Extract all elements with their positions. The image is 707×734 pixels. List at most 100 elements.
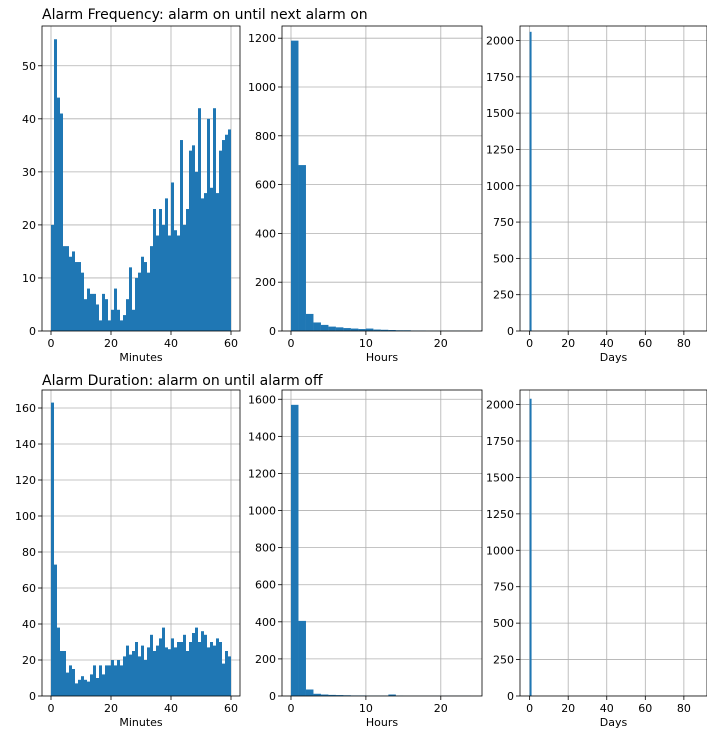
histogram-bar xyxy=(298,620,306,696)
y-tick-label: 40 xyxy=(22,618,36,631)
histogram-bar xyxy=(298,165,306,331)
histogram-bar xyxy=(168,649,171,696)
histogram-bar xyxy=(222,663,225,696)
histogram-bar xyxy=(90,674,93,696)
histogram-bar xyxy=(75,683,78,696)
x-tick-label: 0 xyxy=(287,702,294,715)
histogram-bar xyxy=(63,651,66,696)
histogram-bar xyxy=(132,309,135,331)
histogram-bar xyxy=(111,660,114,696)
histogram-bar xyxy=(135,277,138,331)
histogram-bar xyxy=(150,634,153,696)
histogram-bar xyxy=(99,320,102,331)
y-tick-label: 1250 xyxy=(486,508,514,521)
x-tick-label: 10 xyxy=(359,337,373,350)
histogram-bar xyxy=(120,665,123,696)
histogram-bar xyxy=(343,328,351,331)
y-tick-label: 1250 xyxy=(486,143,514,156)
axes-frame xyxy=(41,389,241,697)
x-tick-label: 40 xyxy=(164,702,178,715)
y-tick-label: 0 xyxy=(269,690,276,703)
histogram-bar xyxy=(105,665,108,696)
histogram-bar xyxy=(313,322,321,331)
y-tick-label: 800 xyxy=(255,130,276,143)
histogram-bar xyxy=(328,326,336,331)
histogram-bar xyxy=(171,638,174,696)
histogram-bar xyxy=(222,140,225,331)
histogram-bar xyxy=(60,113,63,331)
histogram-bar xyxy=(126,645,129,696)
histogram-bar xyxy=(87,288,90,331)
histogram-bar xyxy=(195,627,198,696)
histogram-bar xyxy=(290,404,299,696)
histogram-bar xyxy=(219,150,222,331)
histogram-bar xyxy=(144,262,147,331)
panel-frequency-days: 0 20 40 60 80 0 250 500 750 1000 1250 1500 1750 2000 D… xyxy=(486,25,707,364)
histogram-bar xyxy=(57,97,60,331)
axes-frame xyxy=(519,389,707,697)
histogram-bar xyxy=(165,647,168,696)
y-tick-label: 60 xyxy=(22,582,36,595)
histogram-bar xyxy=(78,679,81,696)
histogram-bar xyxy=(117,660,120,696)
x-tick-label: 60 xyxy=(638,337,652,350)
histogram-bar xyxy=(111,309,114,331)
histogram-bar xyxy=(81,272,84,331)
bars xyxy=(290,40,471,331)
histogram-bar xyxy=(51,224,54,331)
grid-lines xyxy=(520,26,707,331)
histogram-bar xyxy=(129,267,132,331)
histogram-bar xyxy=(162,627,165,696)
histogram-bar xyxy=(225,134,228,331)
x-tick-label: 40 xyxy=(600,702,614,715)
histogram-bar xyxy=(99,665,102,696)
histogram-bar xyxy=(228,656,231,696)
y-tick-label: 30 xyxy=(22,166,36,179)
y-tick-label: 1000 xyxy=(248,81,276,94)
x-axis-label: Minutes xyxy=(119,351,163,364)
y-tick-label: 600 xyxy=(255,579,276,592)
axes-frame xyxy=(281,389,483,697)
histogram-bar xyxy=(198,642,201,696)
y-tick-label: 1750 xyxy=(486,435,514,448)
bars xyxy=(51,39,231,331)
y-tick-label: 0 xyxy=(29,690,36,703)
y-tick-label: 1200 xyxy=(248,467,276,480)
x-tick-label: 10 xyxy=(359,702,373,715)
histogram-bar xyxy=(320,694,329,696)
y-tick-label: 400 xyxy=(255,616,276,629)
x-tick-label: 20 xyxy=(561,337,575,350)
x-tick-label: 20 xyxy=(104,702,118,715)
histogram-bar xyxy=(66,246,69,331)
histogram-bar xyxy=(159,209,162,331)
y-tick-label: 10 xyxy=(22,272,36,285)
histogram-bar xyxy=(75,262,78,331)
histogram-bar xyxy=(213,108,216,331)
y-tick-label: 0 xyxy=(507,325,514,338)
x-tick-label: 20 xyxy=(434,337,448,350)
y-tick-label: 1500 xyxy=(486,107,514,120)
histogram-bar xyxy=(216,193,219,331)
y-tick-label: 200 xyxy=(255,276,276,289)
histogram-bar xyxy=(147,647,150,696)
histogram-bar xyxy=(102,293,105,331)
histogram-bar xyxy=(108,320,111,331)
histogram-bar xyxy=(225,651,228,696)
bars xyxy=(529,31,532,331)
histogram-bar xyxy=(57,627,60,696)
y-tick-label: 20 xyxy=(22,219,36,232)
panel-duration-minutes: 0 20 40 60 0 20 40 60 80 100 120 140 160 Minutes xyxy=(15,389,241,729)
histogram-bar xyxy=(165,198,168,331)
x-tick-label: 80 xyxy=(677,337,691,350)
x-tick-label: 80 xyxy=(677,702,691,715)
histogram-bar xyxy=(108,665,111,696)
histogram-bar xyxy=(147,272,150,331)
grid-lines xyxy=(282,26,482,331)
histogram-bar xyxy=(132,651,135,696)
histogram-bar xyxy=(201,198,204,331)
y-tick-label: 2000 xyxy=(486,35,514,48)
histogram-bar xyxy=(305,689,314,696)
histogram-bar xyxy=(358,329,366,331)
y-tick-label: 1200 xyxy=(248,32,276,45)
grid-lines xyxy=(520,390,707,696)
